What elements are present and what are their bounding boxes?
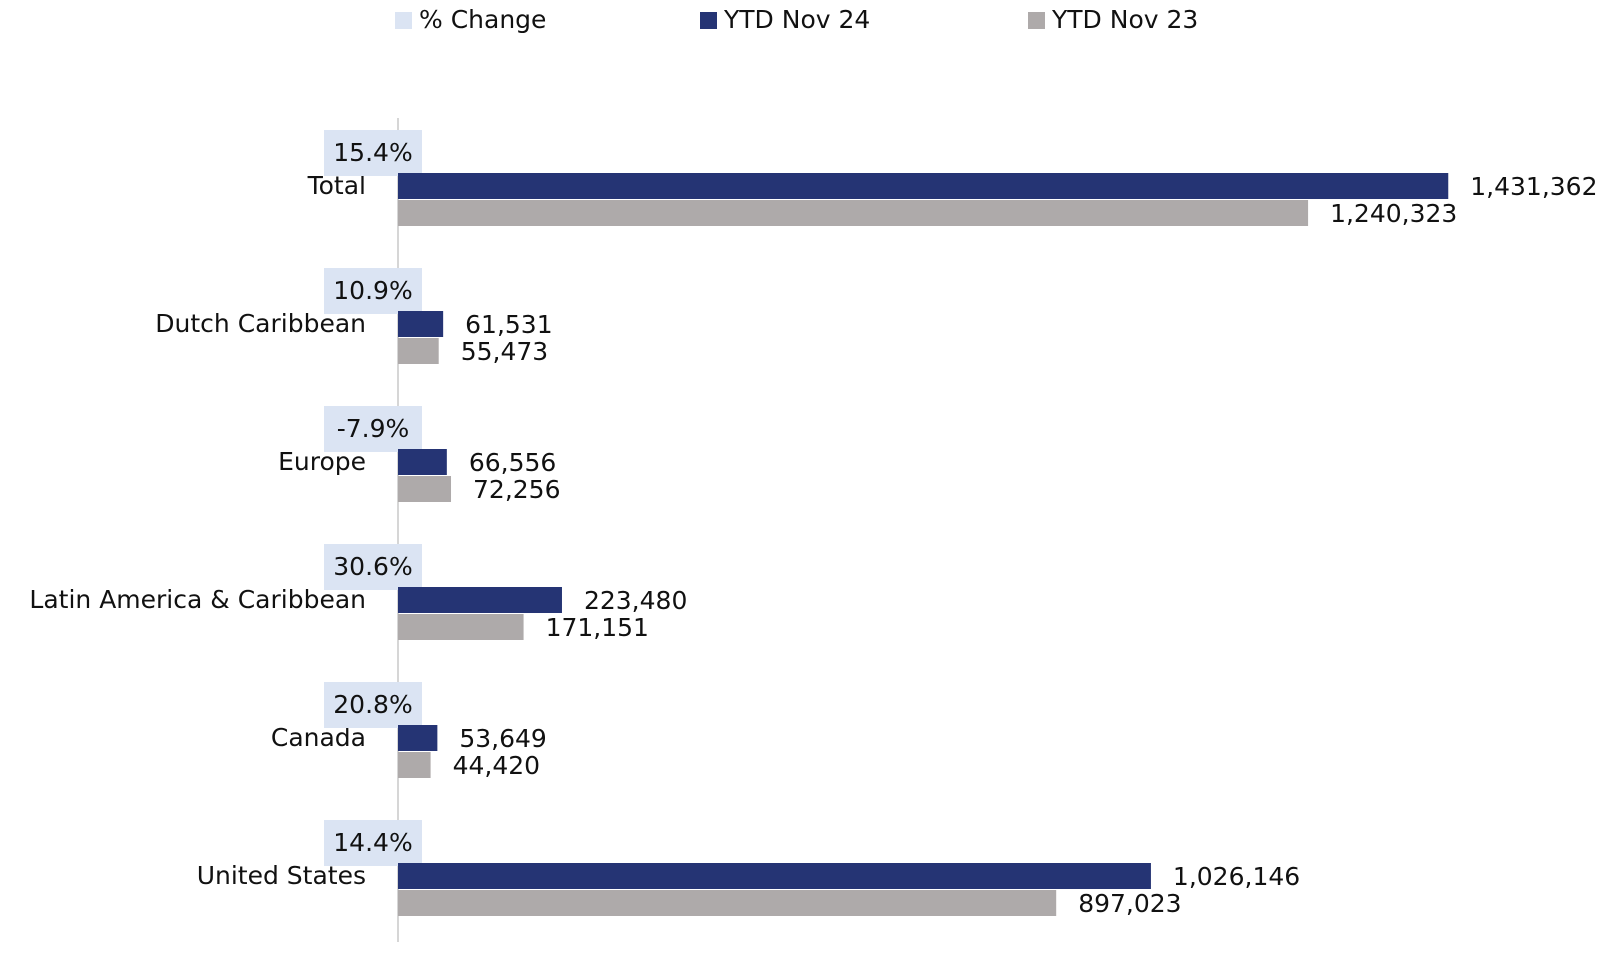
bar	[398, 338, 439, 364]
legend-label: YTD Nov 23	[1051, 5, 1198, 34]
bar	[398, 725, 438, 751]
change-box	[324, 820, 422, 866]
change-label: 30.6%	[333, 552, 412, 581]
bar	[398, 587, 562, 613]
bar	[398, 890, 1057, 916]
change-box	[324, 406, 422, 452]
value-label: 61,531	[465, 310, 552, 339]
legend-swatch	[1028, 12, 1045, 29]
bar	[398, 200, 1309, 226]
value-label: 1,240,323	[1330, 199, 1457, 228]
bar	[398, 449, 447, 475]
value-label: 223,480	[584, 586, 687, 615]
legend-label: YTD Nov 24	[723, 5, 870, 34]
value-label: 53,649	[459, 724, 546, 753]
change-label: -7.9%	[337, 414, 410, 443]
change-label: 15.4%	[333, 138, 412, 167]
change-box	[324, 268, 422, 314]
value-label: 66,556	[469, 448, 556, 477]
legend-swatch	[700, 12, 717, 29]
legend-swatch	[395, 12, 412, 29]
bar	[398, 476, 452, 502]
value-label: 1,026,146	[1173, 862, 1300, 891]
bar	[398, 863, 1151, 889]
change-label: 20.8%	[333, 690, 412, 719]
value-label: 44,420	[453, 751, 540, 780]
bar	[398, 311, 444, 337]
value-label: 1,431,362	[1470, 172, 1597, 201]
change-box	[324, 130, 422, 176]
change-label: 10.9%	[333, 276, 412, 305]
bar	[398, 173, 1449, 199]
value-label: 171,151	[546, 613, 649, 642]
bar	[398, 752, 431, 778]
change-box	[324, 544, 422, 590]
category-label: Latin America & Caribbean	[29, 585, 366, 614]
value-label: 72,256	[473, 475, 560, 504]
change-box	[324, 682, 422, 728]
value-label: 897,023	[1078, 889, 1181, 918]
change-label: 14.4%	[333, 828, 412, 857]
legend-label: % Change	[419, 5, 546, 34]
value-label: 55,473	[461, 337, 548, 366]
bar	[398, 614, 524, 640]
